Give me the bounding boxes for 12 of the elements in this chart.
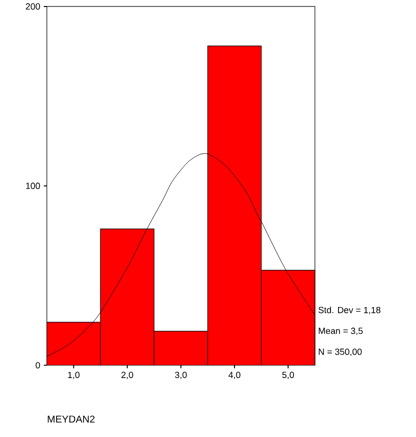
text: Mean = 3,5 bbox=[319, 328, 363, 336]
text: Std. Dev = 1,18 bbox=[318, 306, 381, 314]
y-tick-label: 0 bbox=[36, 362, 40, 368]
x-tick-label: 5,0 bbox=[282, 372, 294, 380]
x-tick-label: 2,0 bbox=[122, 372, 134, 380]
x-axis-title: MEYDAN2 bbox=[48, 416, 95, 423]
x-tick-label: 3,0 bbox=[175, 372, 187, 380]
text: N = 350,00 bbox=[319, 348, 362, 356]
x-tick-label: 4,0 bbox=[228, 372, 241, 380]
y-tick-label: 200 bbox=[26, 3, 40, 10]
y-tick-label: 100 bbox=[26, 182, 40, 190]
x-tick-label: 1,0 bbox=[68, 372, 80, 380]
